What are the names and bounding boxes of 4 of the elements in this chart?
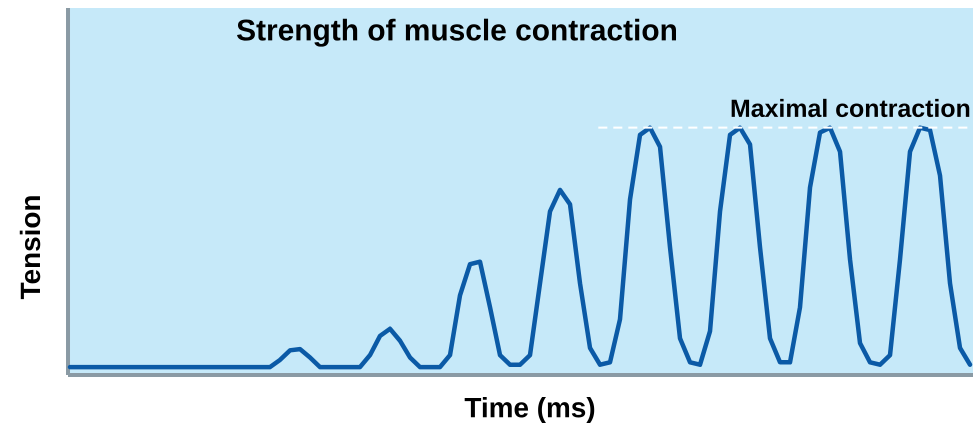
ref-line-label: Maximal contraction [732, 98, 970, 118]
x-axis-title: Time (ms) [464, 396, 594, 423]
y-axis-title: Tension [20, 196, 40, 300]
chart-title: Strength of muscle contraction [237, 18, 676, 47]
